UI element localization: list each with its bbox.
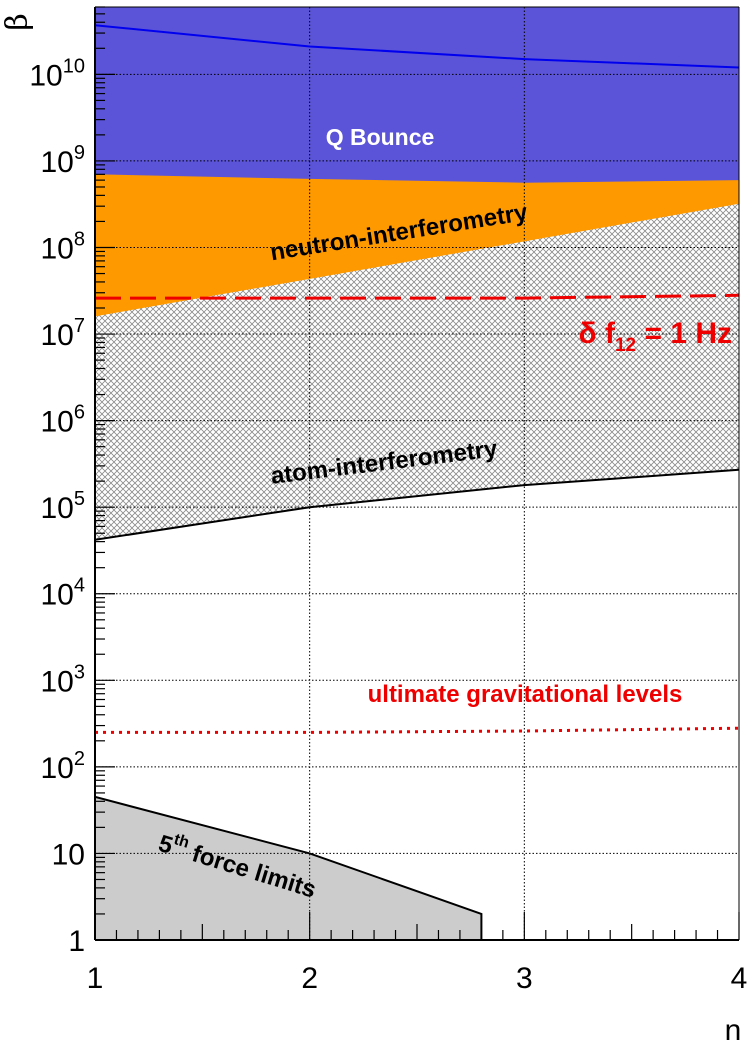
- region-fifth-force: [95, 796, 482, 940]
- y-tick-base: 10: [41, 665, 74, 698]
- series-atom-interferometry: [95, 468, 739, 541]
- y-tick-label: 1010: [29, 55, 85, 92]
- x-tick-label: 3: [516, 962, 533, 995]
- y-tick-label: 107: [41, 315, 86, 352]
- q-bounce-label: Q Bounce: [326, 124, 435, 150]
- y-tick-base: 10: [29, 59, 62, 92]
- region-q-bounce: [95, 7, 739, 183]
- x-tick-label: 1: [87, 962, 104, 995]
- y-tick-exponent: 3: [74, 661, 85, 683]
- y-tick-exponent: 9: [74, 142, 85, 164]
- grid-layer: [95, 7, 739, 940]
- y-tick-exponent: 2: [74, 748, 85, 770]
- y-tick-base: 10: [41, 319, 74, 352]
- delta-f-label: δ f12 = 1 Hz: [578, 317, 732, 356]
- y-tick-label: 102: [41, 748, 86, 785]
- delta-f-suffix: = 1 Hz: [636, 317, 732, 350]
- y-tick-base: 10: [41, 492, 74, 525]
- y-tick-label: 104: [41, 575, 86, 612]
- y-tick-base: 10: [41, 579, 74, 612]
- gravity-label: ultimate gravitational levels: [368, 681, 683, 708]
- y-tick-base: 10: [41, 406, 74, 439]
- delta-f-prefix: δ f: [578, 317, 616, 350]
- series--f12-1-hz: [95, 293, 739, 300]
- regions-layer: [95, 7, 739, 940]
- y-tick-label: 105: [41, 488, 86, 525]
- y-tick-exponent: 7: [74, 315, 85, 337]
- y-tick-base: 10: [41, 232, 74, 265]
- y-tick-exponent: 5: [74, 488, 85, 510]
- y-tick-exponent: 8: [74, 228, 85, 250]
- y-tick-label: 10: [52, 838, 85, 871]
- y-tick-base: 1: [68, 925, 85, 958]
- x-tick-label: 2: [301, 962, 318, 995]
- delta-f-sub: 12: [615, 335, 636, 356]
- y-axis-title: β: [0, 13, 35, 30]
- y-tick-exponent: 6: [74, 402, 85, 424]
- y-tick-base: 10: [52, 838, 85, 871]
- y-tick-label: 103: [41, 661, 86, 698]
- series-ultimate-gravitational-levels: [95, 726, 739, 734]
- y-tick-label: 108: [41, 228, 86, 265]
- lines-layer: [95, 24, 739, 940]
- fifth-sup: th: [172, 831, 191, 852]
- y-tick-base: 10: [41, 752, 74, 785]
- y-tick-exponent: 10: [63, 55, 85, 77]
- series-q-bounce: [95, 24, 739, 69]
- y-tick-label: 106: [41, 402, 86, 439]
- axes-layer: [94, 6, 740, 941]
- x-axis-title: n: [725, 1014, 742, 1047]
- y-tick-label: 1: [68, 925, 85, 958]
- x-tick-label: 4: [731, 962, 748, 995]
- y-tick-exponent: 4: [74, 575, 85, 597]
- y-tick-base: 10: [41, 146, 74, 179]
- series-5th-force-limits: [95, 795, 483, 940]
- y-tick-label: 109: [41, 142, 86, 179]
